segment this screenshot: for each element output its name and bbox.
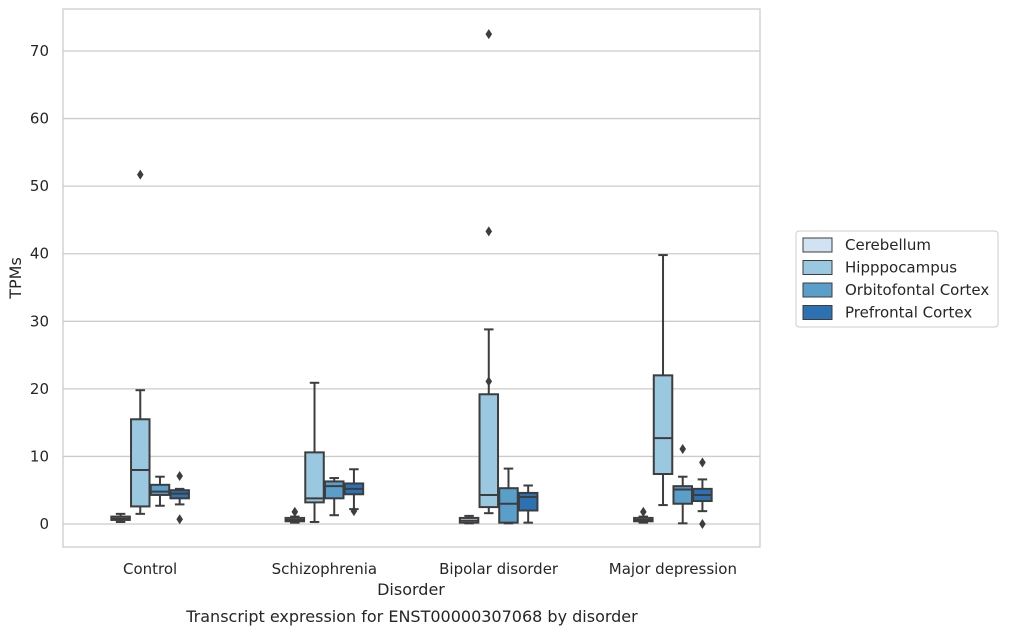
- box-control-orbitofontal-cortex: [149, 475, 171, 507]
- box-major-depression-orbitofontal-cortex: [672, 443, 693, 525]
- y-tick-label-20: 20: [30, 380, 49, 398]
- plot-area-frame: [62, 8, 761, 548]
- legend-box: [795, 230, 999, 328]
- y-tick-label-60: 60: [30, 110, 49, 128]
- box-major-depression-cerebellum: [633, 506, 654, 524]
- box-body: [672, 485, 693, 505]
- outlier-point: [485, 29, 493, 40]
- box-control-hipppocampus: [130, 169, 151, 515]
- outlier-point: [136, 169, 144, 180]
- x-tick-label-major-depression: Major depression: [609, 560, 737, 578]
- box-body: [130, 418, 151, 508]
- box-major-depression-prefrontal-cortex: [692, 457, 713, 529]
- series-cerebellum: [110, 506, 654, 525]
- outlier-point: [699, 519, 706, 529]
- outlier-point: [176, 471, 183, 482]
- series-prefrontal-cortex: [169, 457, 713, 529]
- box-body: [652, 374, 674, 475]
- box-control-cerebellum: [110, 512, 131, 523]
- legend-item-cerebellum: Cerebellum: [802, 236, 931, 254]
- legend-item-hipppocampus: Hipppocampus: [802, 259, 957, 277]
- series-hipppocampus: [130, 29, 674, 523]
- box-schizophrenia-hipppocampus: [304, 381, 325, 523]
- y-tick-label-0: 0: [39, 515, 49, 533]
- figure-caption: Transcript expression for ENST0000030706…: [185, 607, 638, 626]
- y-axis-ticks: 0 10 20 30 40 50 60 70: [30, 42, 49, 533]
- box-schizophrenia-orbitofontal-cortex: [323, 477, 345, 517]
- outlier-point: [176, 514, 183, 525]
- legend-label: Hipppocampus: [845, 259, 957, 277]
- outlier-point: [485, 376, 493, 387]
- y-tick-label-70: 70: [30, 42, 49, 60]
- box-body: [323, 480, 345, 500]
- outlier-point: [485, 226, 493, 237]
- box-body: [304, 451, 325, 504]
- box-major-depression-hipppocampus: [652, 254, 674, 507]
- y-tick-label-10: 10: [30, 447, 49, 465]
- x-tick-label-schizophrenia: Schizophrenia: [272, 560, 377, 578]
- legend-swatch: [802, 282, 833, 298]
- series-orbitofontal-cortex: [149, 443, 693, 525]
- legend-item-orbitofontal-cortex: Orbitofontal Cortex: [802, 281, 989, 299]
- box-bipolar-disorder-prefrontal-cortex: [517, 484, 539, 524]
- box-schizophrenia-cerebellum: [284, 506, 306, 524]
- y-axis-label: TPMs: [6, 257, 25, 300]
- legend-swatch: [802, 260, 833, 275]
- box-bipolar-disorder-hipppocampus: [478, 29, 500, 515]
- box-body: [498, 487, 519, 524]
- legend-swatch: [802, 305, 833, 320]
- x-tick-label-control: Control: [123, 560, 177, 578]
- box-schizophrenia-prefrontal-cortex: [343, 468, 365, 517]
- y-tick-label-50: 50: [30, 177, 49, 195]
- box-series-layer: [110, 29, 713, 529]
- outlier-point: [291, 506, 299, 517]
- box-body: [517, 491, 539, 512]
- box-bipolar-disorder-cerebellum: [458, 514, 480, 525]
- y-tick-label-40: 40: [30, 245, 49, 263]
- x-tick-label-bipolar-disorder: Bipolar disorder: [439, 560, 559, 578]
- x-axis-ticks: Control Schizophrenia Bipolar disorder Majo…: [123, 560, 737, 578]
- box-bipolar-disorder-orbitofontal-cortex: [498, 467, 519, 525]
- legend-swatch: [802, 237, 833, 253]
- legend-label: Prefrontal Cortex: [845, 304, 972, 322]
- x-axis-label: Disorder: [377, 580, 445, 599]
- y-tick-label-30: 30: [30, 312, 49, 330]
- outlier-point: [350, 506, 358, 517]
- legend-item-prefrontal-cortex: Prefrontal Cortex: [802, 304, 972, 322]
- outlier-point: [699, 457, 706, 468]
- legend: Cerebellum Hipppocampus Orbitofontal Corte…: [795, 230, 999, 328]
- box-body: [478, 393, 500, 509]
- legend-label: Orbitofontal Cortex: [845, 281, 989, 299]
- outlier-point: [640, 506, 647, 517]
- outlier-point: [679, 443, 687, 454]
- box-body: [149, 483, 171, 496]
- box-control-prefrontal-cortex: [169, 471, 190, 525]
- gridlines: [63, 50, 760, 525]
- legend-label: Cerebellum: [845, 236, 931, 254]
